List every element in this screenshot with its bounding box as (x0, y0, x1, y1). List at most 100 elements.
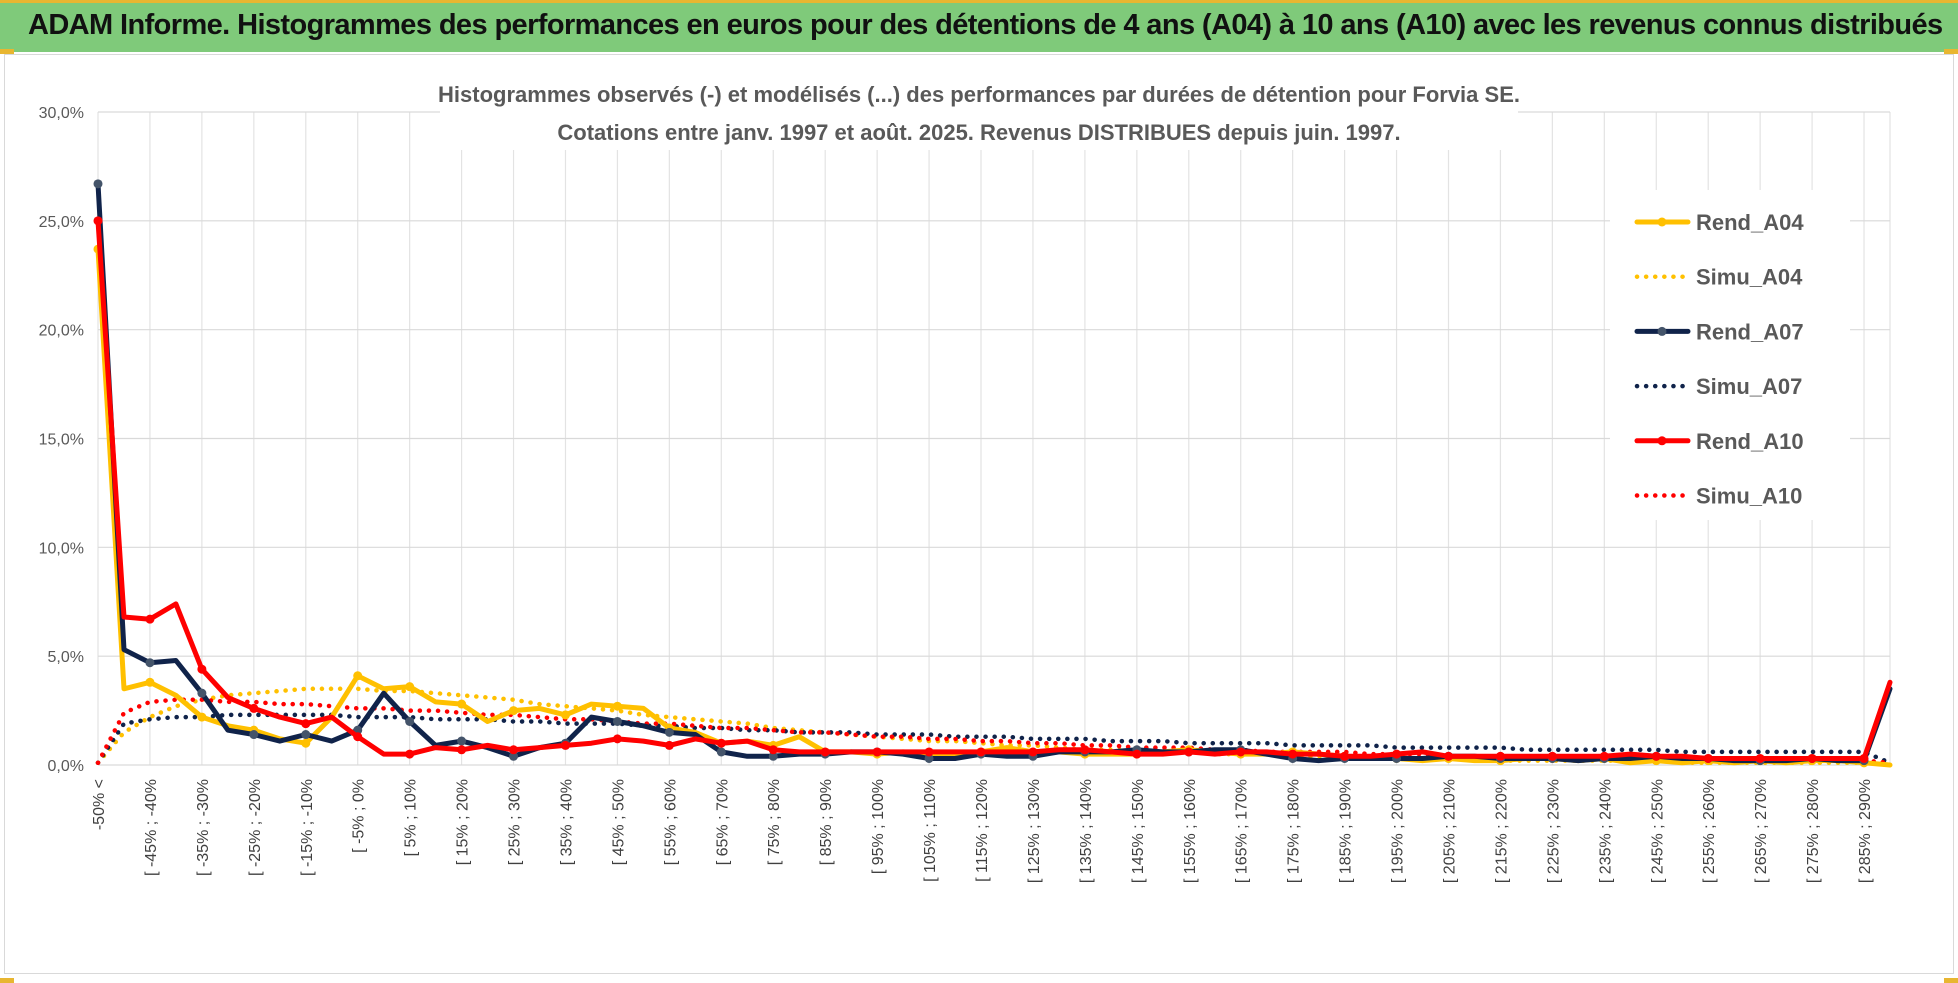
x-tick-label: [ 15% ; 20% (455, 779, 472, 865)
data-point-Rend_A04 (353, 671, 363, 681)
legend-marker (1657, 217, 1667, 227)
data-point-Rend_A10 (197, 664, 207, 674)
legend-marker (1657, 326, 1667, 336)
data-point-Rend_A04 (560, 710, 570, 720)
data-point-Rend_A10 (1392, 749, 1402, 759)
data-point-Rend_A10 (353, 732, 363, 742)
x-tick-label: [ 95% ; 100% (870, 779, 887, 874)
data-point-Rend_A10 (1443, 751, 1453, 761)
data-point-Rend_A10 (1288, 749, 1298, 759)
y-tick-label: 0,0% (48, 758, 84, 775)
x-tick-label: [ 195% ; 200% (1390, 779, 1407, 883)
data-point-Rend_A10 (1859, 753, 1869, 763)
data-point-Rend_A10 (924, 747, 934, 757)
chart-title-group: Histogrammes observés (-) et modélisés (… (438, 78, 1520, 150)
data-point-Rend_A10 (301, 719, 311, 729)
y-tick-label: 15,0% (39, 432, 84, 449)
x-tick-label: [ 155% ; 160% (1182, 779, 1199, 883)
legend-marker (1657, 436, 1667, 446)
data-point-Rend_A10 (1132, 749, 1142, 759)
data-point-Rend_A04 (509, 706, 519, 716)
data-point-Rend_A07 (664, 727, 674, 737)
x-tick-label: [ 125% ; 130% (1026, 779, 1043, 883)
x-tick-label: [ 5% ; 10% (403, 779, 420, 856)
x-tick-label: [ 65% ; 70% (714, 779, 731, 865)
x-tick-label: [ -15% ; -10% (299, 779, 316, 876)
x-tick-label: [ 75% ; 80% (766, 779, 783, 865)
data-point-Rend_A10 (509, 745, 519, 755)
data-point-Rend_A07 (612, 716, 622, 726)
data-point-Rend_A04 (145, 677, 155, 687)
data-point-Rend_A10 (560, 740, 570, 750)
chart-title-line-2: Cotations entre janv. 1997 et août. 2025… (557, 120, 1400, 145)
data-point-Rend_A10 (1755, 753, 1765, 763)
data-point-Rend_A10 (768, 745, 778, 755)
data-point-Rend_A07 (768, 751, 778, 761)
data-point-Rend_A10 (1703, 753, 1713, 763)
x-tick-label: -50% < (91, 779, 108, 830)
banner-title: ADAM Informe. Histogrammes des performan… (28, 9, 1943, 41)
data-point-Rend_A10 (405, 749, 415, 759)
chart-frame (4, 54, 1954, 974)
series-line-Rend_A07 (95, 181, 1893, 764)
x-tick-label: [ 45% ; 50% (610, 779, 627, 865)
data-point-Rend_A10 (1184, 747, 1194, 757)
x-axis-ticks: -50% < [ -45% ; -40% [ -35% ; -30% [ -25% ;… (91, 779, 1874, 883)
data-point-Rend_A10 (716, 738, 726, 748)
data-point-Rend_A10 (1028, 747, 1038, 757)
data-point-Rend_A10 (612, 734, 622, 744)
y-tick-label: 10,0% (39, 540, 84, 557)
data-point-Rend_A10 (457, 745, 467, 755)
corner-mark (1944, 978, 1958, 983)
data-point-Rend_A10 (1651, 751, 1661, 761)
x-tick-label: [ 85% ; 90% (818, 779, 835, 865)
x-tick-label: [ 225% ; 230% (1545, 779, 1562, 883)
data-point-Rend_A10 (664, 740, 674, 750)
x-tick-label: [ -35% ; -30% (195, 779, 212, 876)
data-point-Rend_A10 (820, 747, 830, 757)
chart-title-line-1: Histogrammes observés (-) et modélisés (… (438, 82, 1520, 107)
data-point-Rend_A04 (457, 699, 467, 709)
y-tick-label: 30,0% (39, 105, 84, 122)
data-point-Rend_A10 (1807, 753, 1817, 763)
x-tick-label: [ 105% ; 110% (922, 779, 939, 882)
x-tick-label: [ 175% ; 180% (1286, 779, 1303, 883)
data-point-Rend_A07 (457, 736, 467, 746)
data-point-Rend_A10 (1495, 751, 1505, 761)
x-tick-label: [ 25% ; 30% (507, 779, 524, 865)
data-point-Rend_A10 (1599, 751, 1609, 761)
data-point-Rend_A07 (145, 658, 155, 668)
series-layer (93, 179, 1893, 768)
x-tick-label: [ 255% ; 260% (1701, 779, 1718, 883)
data-point-Rend_A04 (197, 712, 207, 722)
data-point-Rend_A10 (976, 747, 986, 757)
x-tick-label: [ 165% ; 170% (1234, 779, 1251, 883)
corner-mark (0, 49, 14, 54)
y-tick-label: 25,0% (39, 214, 84, 231)
chart-title-background (440, 78, 1518, 150)
series-line-Rend_A10 (95, 218, 1893, 761)
legend-label: Simu_A10 (1696, 484, 1802, 509)
legend-label: Rend_A10 (1696, 429, 1804, 454)
data-point-Rend_A10 (1080, 745, 1090, 755)
x-tick-label: [ 55% ; 60% (662, 779, 679, 865)
x-tick-label: [ 235% ; 240% (1597, 779, 1614, 883)
series-line-Simu_A07 (95, 712, 1893, 766)
legend-label: Simu_A07 (1696, 374, 1802, 399)
x-tick-label: [ 115% ; 120% (974, 779, 991, 882)
grid (97, 111, 1891, 766)
legend-label: Rend_A07 (1696, 319, 1804, 344)
legend-label: Simu_A04 (1696, 265, 1803, 290)
data-point-Rend_A10 (145, 614, 155, 624)
y-tick-label: 5,0% (48, 649, 84, 666)
corner-mark (1944, 49, 1958, 54)
x-tick-label: [ -25% ; -20% (247, 779, 264, 876)
data-point-Rend_A07 (405, 716, 415, 726)
data-point-Rend_A07 (301, 730, 311, 740)
x-tick-label: [ 35% ; 40% (558, 779, 575, 865)
data-point-Rend_A10 (1236, 747, 1246, 757)
data-point-Rend_A10 (1547, 751, 1557, 761)
legend-background (1610, 190, 1850, 520)
data-point-Rend_A10 (872, 747, 882, 757)
